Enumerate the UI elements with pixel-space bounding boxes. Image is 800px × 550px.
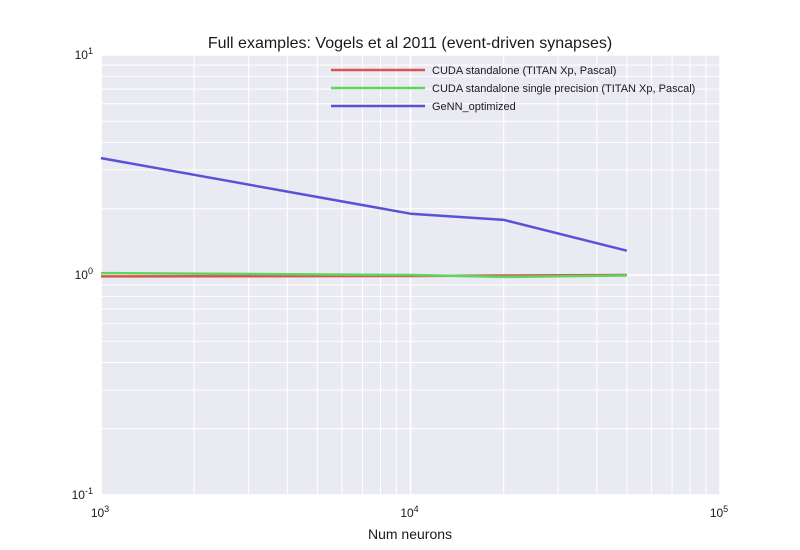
x-axis-label: Num neurons: [368, 526, 452, 542]
y-tick-labels: 10-1 100 101: [72, 46, 93, 502]
y-tick-label: 10-1: [72, 486, 93, 502]
x-tick-label: 103: [91, 504, 109, 520]
y-tick-label: 100: [75, 266, 93, 282]
legend: CUDA standalone (TITAN Xp, Pascal) CUDA s…: [331, 65, 695, 113]
legend-label: GeNN_optimized: [432, 101, 516, 113]
legend-label: CUDA standalone single precision (TITAN …: [432, 83, 695, 95]
series-line: [100, 271, 627, 279]
x-tick-label: 104: [400, 504, 418, 520]
x-tick-labels: 103 104 105: [91, 504, 728, 520]
chart-title: Full examples: Vogels et al 2011 (event-…: [208, 35, 612, 52]
series-line: [100, 156, 628, 252]
legend-label: CUDA standalone (TITAN Xp, Pascal): [432, 65, 616, 77]
y-tick-label: 101: [75, 46, 93, 62]
series-layer: [100, 156, 628, 279]
x-tick-label: 105: [710, 504, 728, 520]
